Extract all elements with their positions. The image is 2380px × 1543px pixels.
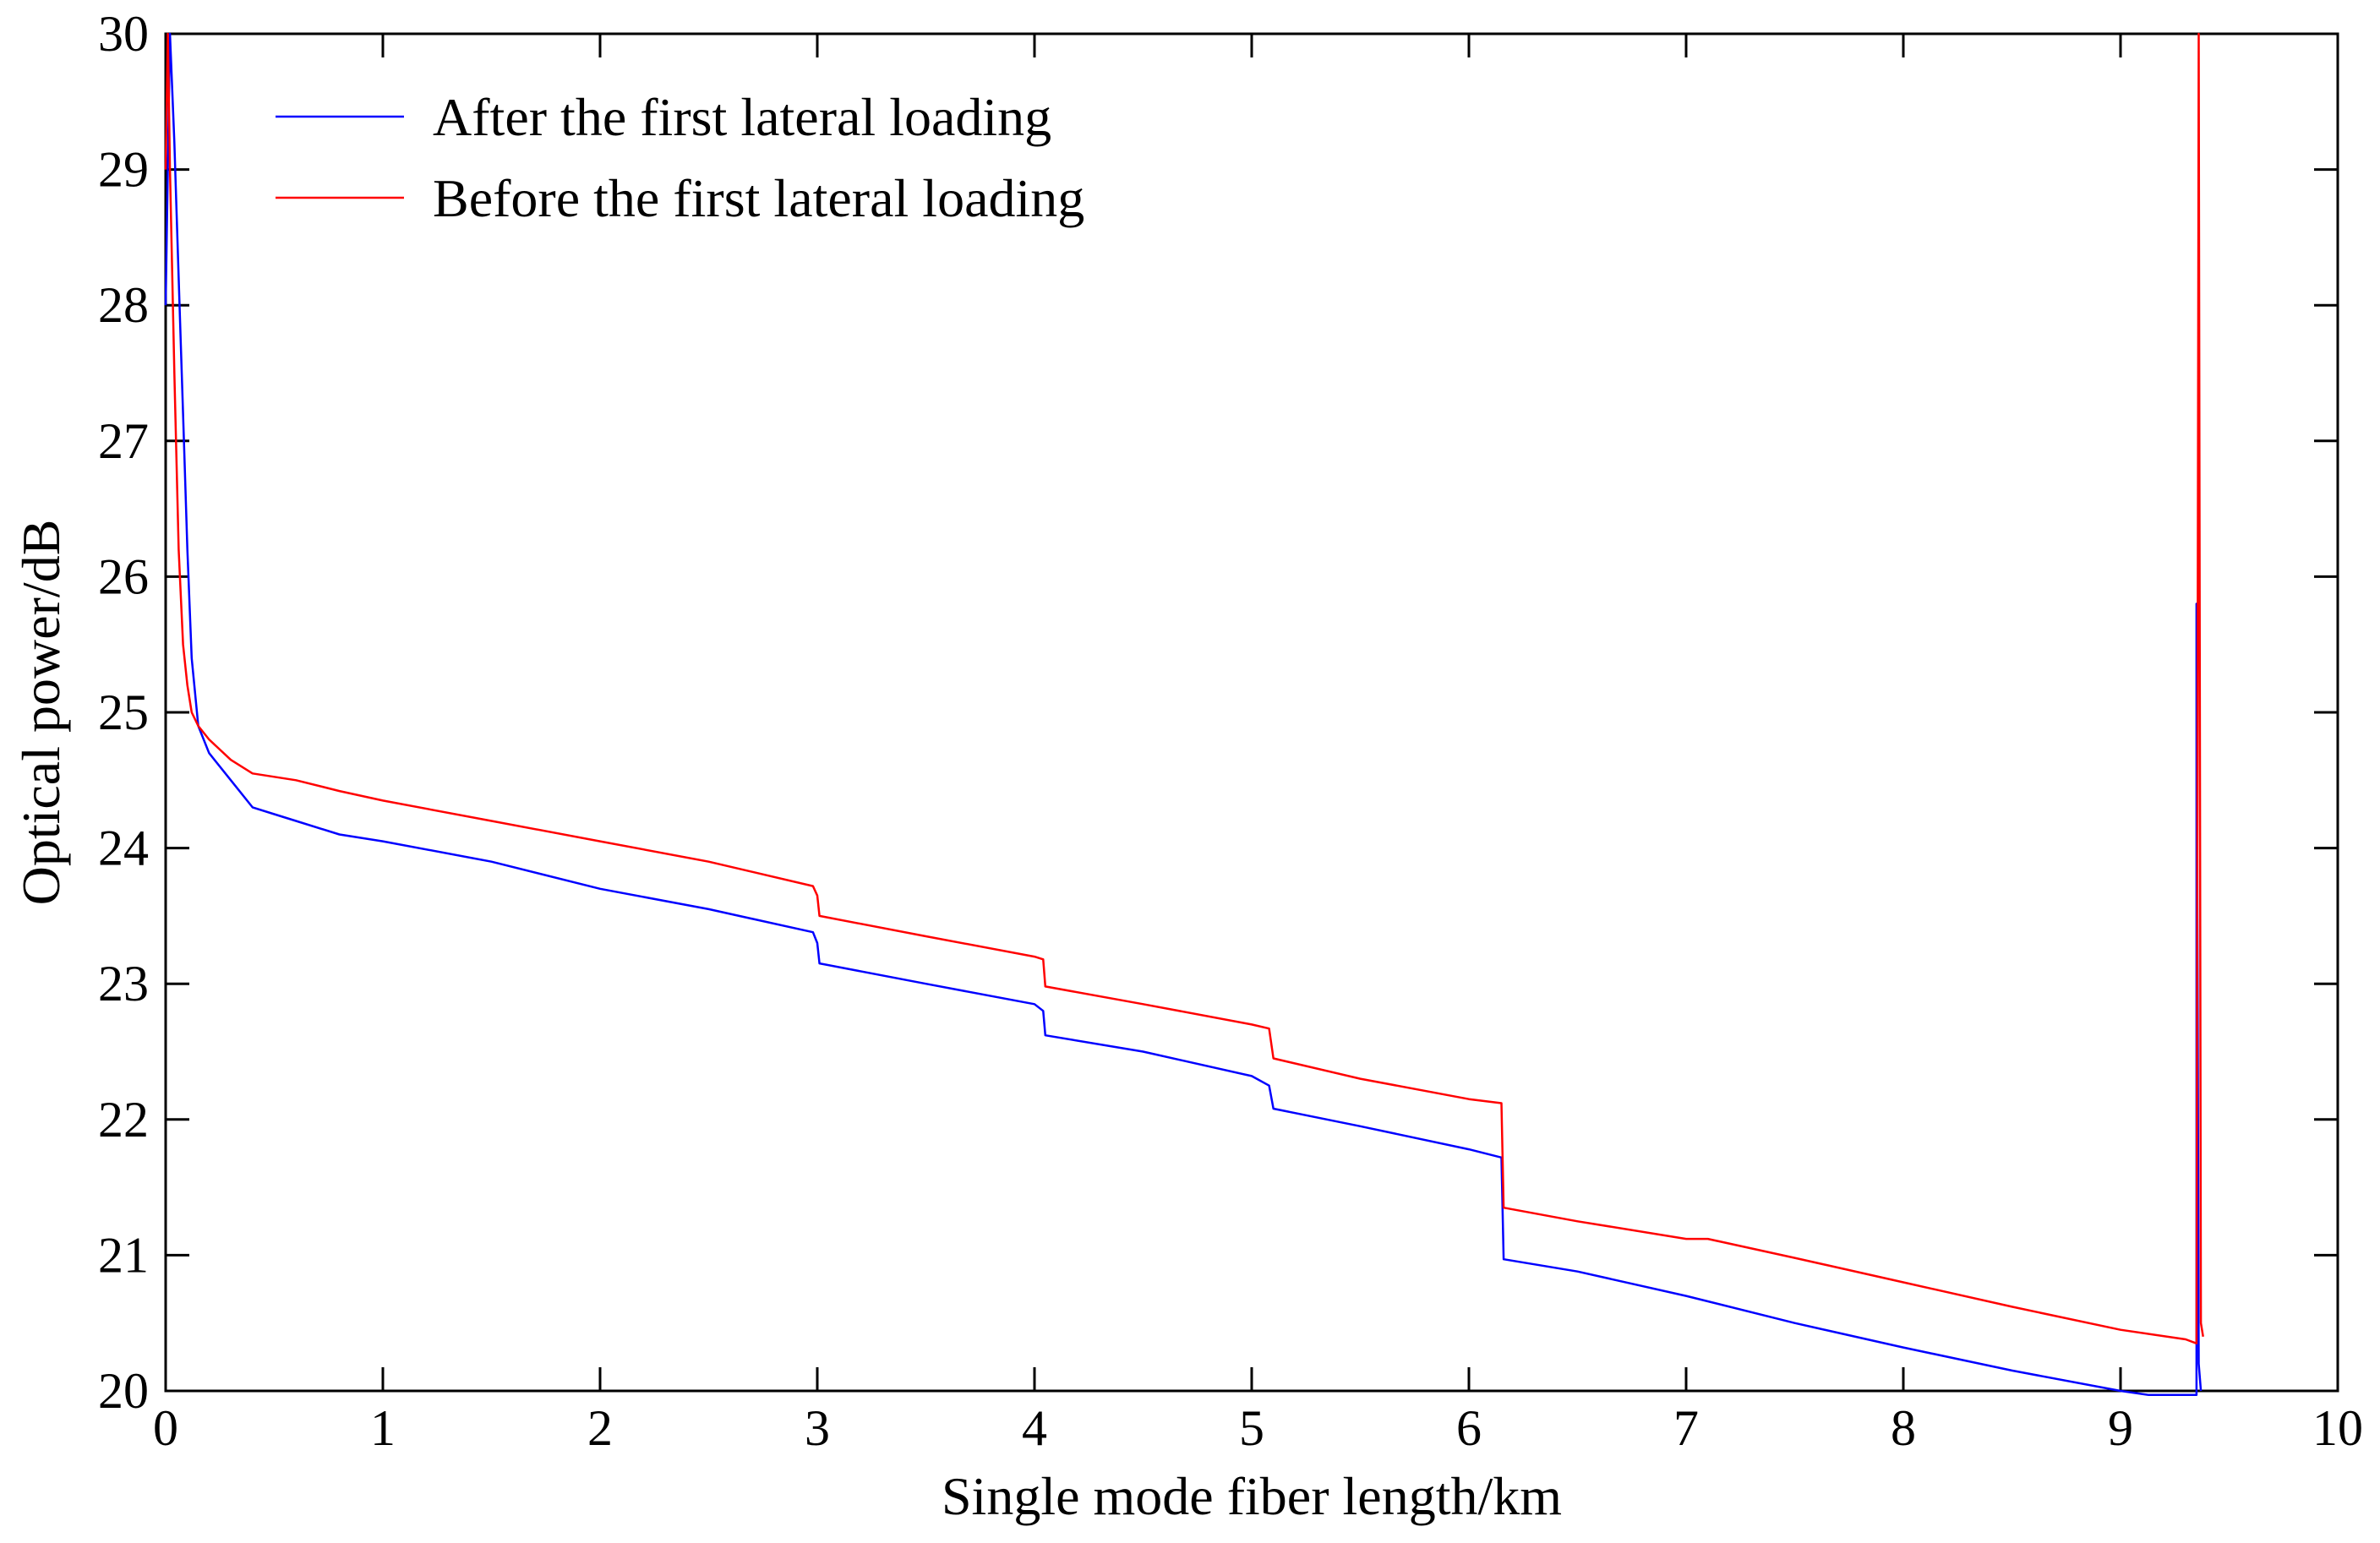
legend-label-before: Before the first lateral loading — [433, 168, 1084, 228]
y-tick-label: 29 — [98, 142, 149, 198]
x-axis-title: Single mode fiber length/km — [942, 1466, 1562, 1526]
y-tick-label: 22 — [98, 1092, 149, 1148]
y-tick-label: 28 — [98, 277, 149, 333]
plot-area — [164, 32, 2339, 1393]
x-axis: 0 1 2 3 4 5 6 7 8 9 10 — [153, 34, 2363, 1456]
y-tick-label: 25 — [98, 684, 149, 740]
x-tick-label: 0 — [153, 1400, 178, 1456]
y-tick-label: 30 — [98, 6, 149, 62]
legend: After the first lateral loading Before t… — [276, 87, 1084, 228]
series-group — [164, 32, 2204, 1397]
x-tick-label: 6 — [1456, 1400, 1482, 1456]
x-tick-label: 7 — [1673, 1400, 1699, 1456]
series-line-before — [164, 32, 2204, 1345]
x-tick-label: 9 — [2108, 1400, 2133, 1456]
x-tick-label: 5 — [1239, 1400, 1264, 1456]
y-axis: 20 21 22 23 24 25 26 27 28 29 30 — [98, 6, 2338, 1419]
x-tick-label: 8 — [1891, 1400, 1916, 1456]
y-axis-title: Optical power/dB — [11, 520, 71, 906]
x-tick-label: 10 — [2312, 1400, 2363, 1456]
x-tick-label: 1 — [370, 1400, 396, 1456]
series-line-after — [164, 32, 2203, 1397]
y-tick-label: 21 — [98, 1227, 149, 1283]
x-tick-label: 2 — [587, 1400, 613, 1456]
y-tick-label: 23 — [98, 956, 149, 1011]
y-tick-label: 27 — [98, 413, 149, 469]
legend-label-after: After the first lateral loading — [433, 87, 1051, 147]
x-tick-label: 4 — [1022, 1400, 1047, 1456]
y-tick-label: 26 — [98, 548, 149, 604]
y-tick-label: 20 — [98, 1363, 149, 1419]
y-tick-label: 24 — [98, 821, 149, 876]
x-tick-label: 3 — [805, 1400, 830, 1456]
